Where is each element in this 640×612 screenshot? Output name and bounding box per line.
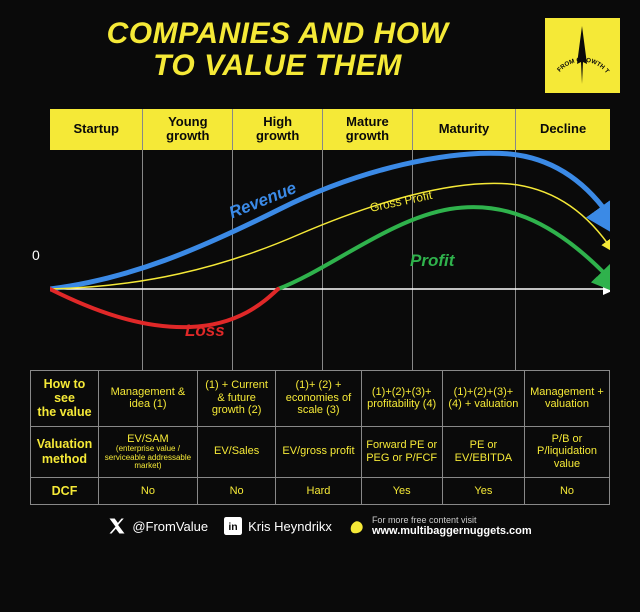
x-handle[interactable]: @FromValue bbox=[108, 517, 208, 535]
table-cell: (1)+(2)+(3)+ profitability (4) bbox=[361, 370, 442, 426]
title-line1: COMPANIES AND HOW bbox=[107, 17, 449, 50]
stage-header-cell: Younggrowth bbox=[143, 109, 233, 150]
title-line2: TO VALUE THEM bbox=[153, 49, 402, 82]
linkedin-name: Kris Heyndrikx bbox=[248, 519, 332, 534]
table-cell: EV/Sales bbox=[197, 426, 275, 477]
stage-header-cell: Maturity bbox=[412, 109, 515, 150]
footer-cta[interactable]: For more free content visit www.multibag… bbox=[348, 515, 532, 537]
stage-header-cell: Startup bbox=[50, 109, 143, 150]
graph-cell bbox=[233, 150, 323, 370]
x-icon bbox=[108, 517, 126, 535]
stage-header-table: StartupYounggrowthHighgrowthMaturegrowth… bbox=[50, 109, 610, 370]
table-cell: Hard bbox=[276, 477, 361, 504]
row-header: How to seethe value bbox=[31, 370, 99, 426]
table-cell: (1) + Current & future growth (2) bbox=[197, 370, 275, 426]
table-cell: (1)+ (2) + economies of scale (3) bbox=[276, 370, 361, 426]
svg-text:FROM GROWTH TO VALUE: FROM GROWTH TO VALUE bbox=[545, 18, 611, 75]
table-cell: Management & idea (1) bbox=[99, 370, 198, 426]
table-cell: No bbox=[524, 477, 609, 504]
table-cell: No bbox=[99, 477, 198, 504]
linkedin-icon: in bbox=[224, 517, 242, 535]
linkedin-handle[interactable]: in Kris Heyndrikx bbox=[224, 517, 332, 535]
info-table-area: How to seethe valueManagement & idea (1)… bbox=[30, 370, 610, 505]
chart-area: StartupYounggrowthHighgrowthMaturegrowth… bbox=[50, 109, 610, 370]
nugget-icon bbox=[348, 517, 366, 535]
table-cell: (1)+(2)+(3)+ (4) + valuation bbox=[442, 370, 524, 426]
graph-cell bbox=[50, 150, 143, 370]
zero-label: 0 bbox=[32, 247, 40, 263]
cta-link-text: www.multibaggernuggets.com bbox=[372, 525, 532, 537]
table-cell: Management + valuation bbox=[524, 370, 609, 426]
stage-header-cell: Highgrowth bbox=[233, 109, 323, 150]
table-cell: Forward PE or PEG or P/FCF bbox=[361, 426, 442, 477]
table-cell: Yes bbox=[361, 477, 442, 504]
valuation-table: How to seethe valueManagement & idea (1)… bbox=[30, 370, 610, 505]
row-header: Valuationmethod bbox=[31, 426, 99, 477]
x-handle-text: @FromValue bbox=[132, 519, 208, 534]
logo-badge: FROM GROWTH TO VALUE bbox=[545, 18, 620, 93]
graph-cell bbox=[412, 150, 515, 370]
graph-cell bbox=[143, 150, 233, 370]
page-title: COMPANIES AND HOW TO VALUE THEM bbox=[20, 18, 535, 81]
footer: @FromValue in Kris Heyndrikx For more fr… bbox=[0, 505, 640, 537]
table-cell: PE or EV/EBITDA bbox=[442, 426, 524, 477]
stage-header-cell: Maturegrowth bbox=[323, 109, 413, 150]
cta-small-text: For more free content visit bbox=[372, 515, 532, 525]
table-cell: Yes bbox=[442, 477, 524, 504]
graph-cell bbox=[323, 150, 413, 370]
table-cell: EV/SAM(enterprise value / serviceable ad… bbox=[99, 426, 198, 477]
svg-text:in: in bbox=[228, 521, 237, 533]
table-cell: EV/gross profit bbox=[276, 426, 361, 477]
row-header: DCF bbox=[31, 477, 99, 504]
table-cell: No bbox=[197, 477, 275, 504]
stage-header-cell: Decline bbox=[516, 109, 610, 150]
table-cell: P/B or P/liquidation value bbox=[524, 426, 609, 477]
graph-cell bbox=[516, 150, 610, 370]
